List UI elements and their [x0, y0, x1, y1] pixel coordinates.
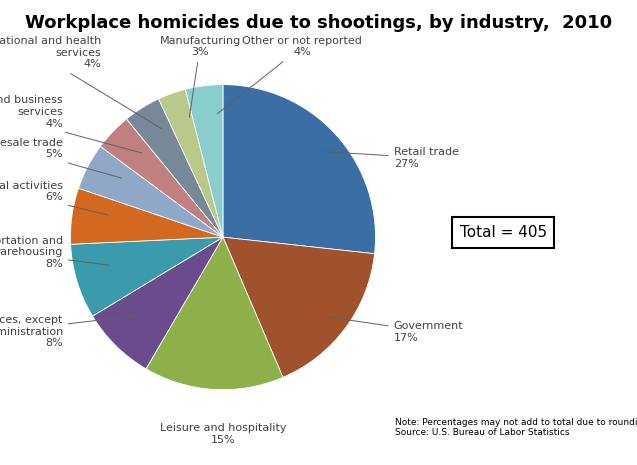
Text: Leisure and hospitality
15%: Leisure and hospitality 15% [160, 423, 286, 445]
Text: Professional and business
services
4%: Professional and business services 4% [0, 95, 142, 153]
Text: Note: Percentages may not add to total due to rounding
Source: U.S. Bureau of La: Note: Percentages may not add to total d… [395, 418, 637, 437]
Wedge shape [92, 237, 223, 369]
Wedge shape [146, 237, 283, 390]
Text: Total = 405: Total = 405 [460, 225, 547, 240]
Wedge shape [127, 99, 223, 237]
Wedge shape [223, 237, 375, 378]
Text: Retail trade
27%: Retail trade 27% [323, 147, 459, 169]
Wedge shape [101, 119, 223, 237]
Text: Government
17%: Government 17% [328, 317, 463, 343]
Text: Transportation and
warehousing
8%: Transportation and warehousing 8% [0, 236, 110, 269]
Wedge shape [78, 146, 223, 237]
Text: Financial activities
6%: Financial activities 6% [0, 180, 108, 215]
Wedge shape [71, 237, 223, 316]
Text: Other or not reported
4%: Other or not reported 4% [217, 36, 362, 113]
Text: Educational and health
services
4%: Educational and health services 4% [0, 36, 162, 129]
Text: Wholesale trade
5%: Wholesale trade 5% [0, 138, 122, 178]
Wedge shape [159, 89, 223, 237]
Wedge shape [185, 85, 223, 237]
Text: Manufacturing
3%: Manufacturing 3% [159, 36, 241, 117]
Text: Other services, except
public administration
8%: Other services, except public administra… [0, 315, 137, 348]
Wedge shape [223, 85, 375, 254]
Wedge shape [71, 188, 223, 244]
Text: Workplace homicides due to shootings, by industry,  2010: Workplace homicides due to shootings, by… [25, 14, 612, 32]
